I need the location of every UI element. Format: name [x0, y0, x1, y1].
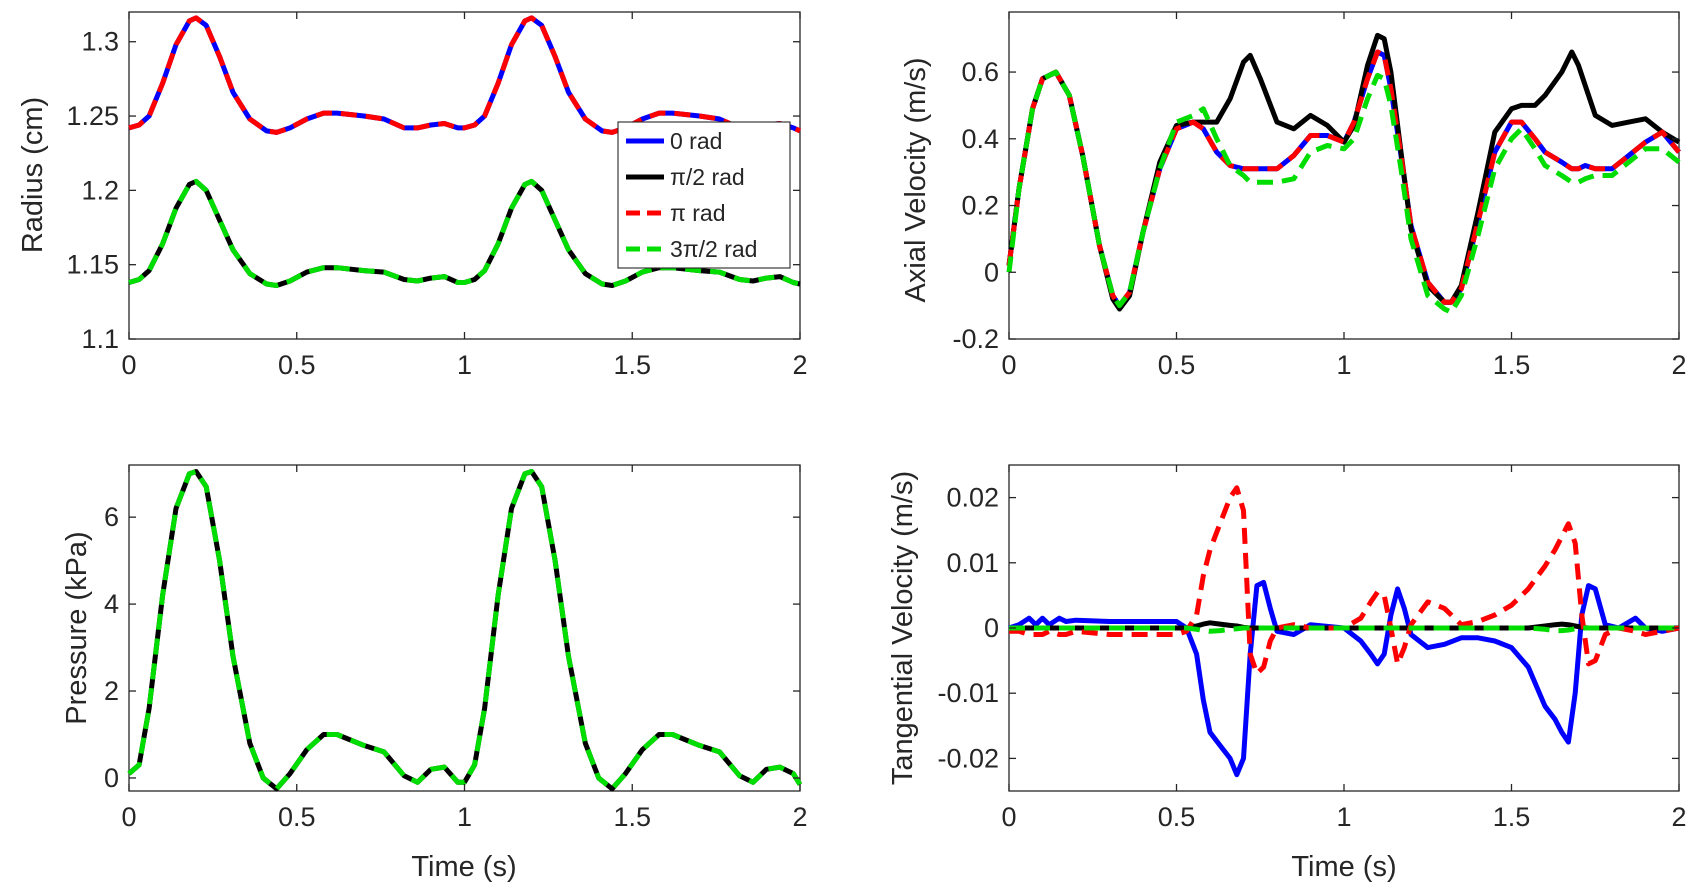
tangential-velocity-ytick-label: 0.02 [946, 483, 999, 513]
radius-ytick-label: 1.3 [81, 27, 119, 57]
axial-velocity-xtick-label: 0.5 [1158, 350, 1196, 380]
radius-ytick-label: 1.1 [81, 324, 119, 354]
pressure-xtick-label: 2 [792, 802, 807, 832]
axial-velocity-ylabel: Axial Velocity (m/s) [900, 58, 932, 303]
axial-velocity-xtick-label: 1.5 [1493, 350, 1531, 380]
radius-xtick-label: 2 [792, 350, 807, 380]
tangential-velocity-series-3pi-2-rad [1009, 625, 1679, 634]
axial-velocity-ytick-label: 0.4 [961, 124, 999, 154]
tangential-velocity-panel: 0 0.5 1 1.5 2 -0.02 -0.01 0 0.01 0.02 Tangential … [887, 464, 1687, 883]
axial-velocity-panel: 0 0.5 1 1.5 2-0.200.20.40.6 Axial Velocity (… [900, 11, 1687, 380]
radius-ytick-label: 1.15 [66, 250, 119, 280]
pressure-series-group [127, 469, 803, 792]
radius-ticks: 0 0.5 1 1.5 2 1.1 1.15 1.2 1.25 1.3 [66, 12, 808, 380]
tangential-velocity-ylabel: Tangential Velocity (m/s) [887, 471, 919, 785]
tangential-velocity-ytick-label: -0.02 [937, 743, 999, 773]
axial-velocity-ytick-label: -0.2 [952, 324, 999, 354]
axial-velocity-ytick-label: 0.2 [961, 191, 999, 221]
pressure-ytick-label: 6 [104, 502, 119, 532]
pressure-series-3pi-2-rad [127, 469, 803, 792]
pressure-xtick-label: 0.5 [278, 802, 316, 832]
axial-velocity-xtick-label: 0 [1001, 350, 1016, 380]
radius-ylabel: Radius (cm) [17, 97, 49, 253]
tangential-velocity-ytick-label: -0.01 [937, 678, 999, 708]
tangential-velocity-xtick-label: 1 [1336, 802, 1351, 832]
radius-panel: 0 0.5 1 1.5 2 1.1 1.15 1.2 1.25 1.3 Radius (cm) 0… [17, 11, 808, 380]
legend-box [617, 121, 791, 269]
radius-ytick-label: 1.2 [81, 175, 119, 205]
legend-label-pi-rad: π rad [670, 200, 726, 226]
tangential-velocity-ticks: 0 0.5 1 1.5 2 -0.02 -0.01 0 0.01 0.02 [937, 465, 1687, 832]
legend-label-pi-2-rad: π/2 rad [670, 164, 745, 190]
tangential-velocity-xtick-label: 2 [1671, 802, 1686, 832]
pressure-ytick-label: 0 [104, 763, 119, 793]
tangential-velocity-xtick-label: 0.5 [1158, 802, 1196, 832]
axial-velocity-xtick-label: 2 [1671, 350, 1686, 380]
pressure-ylabel: Pressure (kPa) [61, 531, 93, 724]
radius-xtick-label: 0.5 [278, 350, 316, 380]
tangential-velocity-series-pi-rad [1009, 485, 1680, 677]
tangential-velocity-xtick-label: 0 [1001, 802, 1016, 832]
axial-velocity-series-pi-rad [1006, 49, 1681, 309]
legend-label-3pi-2-rad: 3π/2 rad [670, 236, 757, 262]
radius-xtick-label: 1.5 [613, 350, 651, 380]
axial-velocity-xtick-label: 1 [1336, 350, 1351, 380]
pressure-ytick-label: 4 [104, 589, 119, 619]
tangential-velocity-ytick-label: 0.01 [946, 548, 999, 578]
tangential-velocity-series-0-rad [1008, 579, 1680, 778]
tangential-velocity-series-group [1008, 485, 1680, 778]
axial-velocity-ticks: 0 0.5 1 1.5 2-0.200.20.40.6 [952, 12, 1687, 380]
legend-label-0-rad: 0 rad [670, 128, 722, 154]
radius-series-pi-rad [128, 15, 802, 135]
axial-velocity-ytick-label: 0 [984, 257, 999, 287]
pressure-xtick-label: 1.5 [613, 802, 651, 832]
tangential-velocity-xtick-label: 1.5 [1493, 802, 1531, 832]
tangential-velocity-xlabel: Time (s) [1291, 851, 1396, 883]
legend: 0 rad π/2 rad π rad 3π/2 rad [617, 121, 791, 269]
pressure-xlabel: Time (s) [411, 851, 516, 883]
axial-velocity-ytick-label: 0.6 [961, 57, 999, 87]
radius-ytick-label: 1.25 [66, 101, 119, 131]
tangential-velocity-ytick-label: 0 [984, 613, 999, 643]
pressure-ytick-label: 2 [104, 676, 119, 706]
pressure-ticks: 0 0.5 1 1.5 2 0 2 4 6 [104, 465, 808, 832]
axial-velocity-series-group [1006, 32, 1681, 315]
pressure-panel: 0 0.5 1 1.5 2 0 2 4 6 Pressure (kPa) Time (s) [61, 464, 808, 883]
pressure-plot-area [128, 464, 801, 792]
radius-xtick-label: 1 [457, 350, 472, 380]
axial-velocity-series-3pi-2-rad [1006, 69, 1681, 315]
pressure-xtick-label: 1 [457, 802, 472, 832]
radius-xtick-label: 0 [121, 350, 136, 380]
pressure-xtick-label: 0 [121, 802, 136, 832]
